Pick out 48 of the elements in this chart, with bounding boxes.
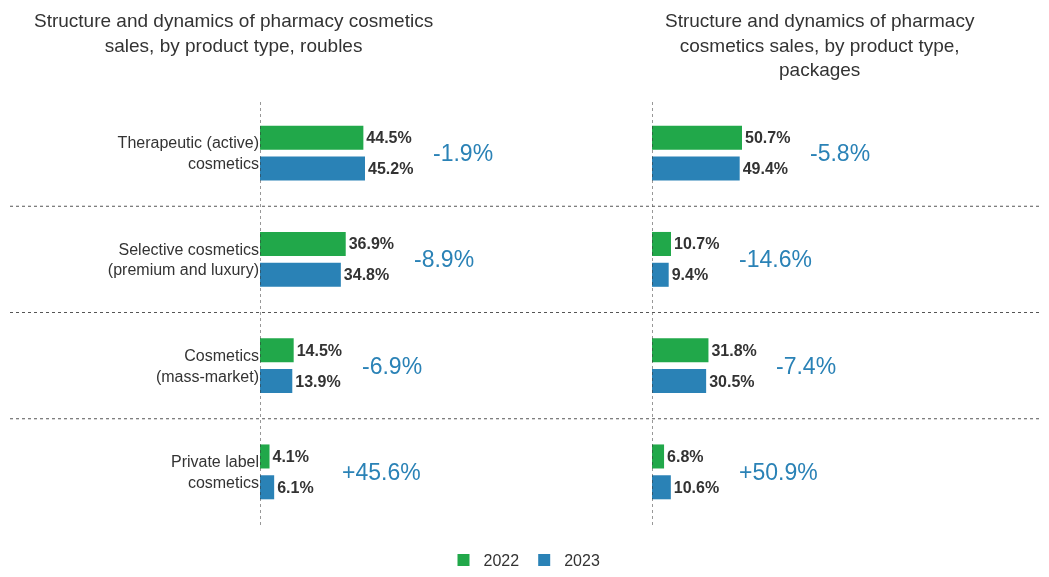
bar [260, 125, 364, 150]
bar [260, 369, 293, 394]
text: Structure and dynamics of pharmacy cosmetics sales, by product type, packages [665, 10, 975, 81]
legend-label: 2022 [483, 552, 520, 570]
data-label: 36.9% [348, 235, 395, 253]
data-label: 4.1% [272, 447, 309, 465]
data-label: 10.7% [673, 235, 720, 253]
bar [652, 125, 742, 150]
data-label: 13.9% [295, 372, 341, 390]
data-label: 6.1% [277, 478, 314, 496]
chart-title: Structure and dynamics of pharmacy cosmetics sales, by product type, roubles [34, 10, 434, 56]
bar [260, 156, 365, 181]
bar [652, 262, 669, 287]
data-label: 34.8% [343, 266, 390, 284]
text: -1.9% [433, 140, 494, 166]
y-tick-label: Therapeutic (active) cosmetics [117, 134, 259, 173]
bar [652, 475, 671, 500]
y-tick-label: Cosmetics (mass-market) [155, 346, 259, 385]
annotation: +45.6% [342, 459, 421, 485]
bar [260, 475, 275, 500]
data-label: 45.2% [368, 160, 414, 178]
y-tick-label: Private label cosmetics [170, 453, 259, 491]
data-label: 10.6% [673, 478, 720, 496]
bar [652, 338, 709, 363]
bar [652, 444, 665, 469]
data-label: 49.4% [742, 160, 789, 178]
annotation: -14.6% [739, 246, 812, 272]
data-label: 30.5% [709, 372, 755, 390]
data-label: 50.7% [745, 129, 791, 147]
bar [652, 369, 707, 394]
bar [652, 231, 671, 256]
bar [260, 231, 346, 256]
text: -5.8% [810, 140, 871, 166]
bar [260, 444, 270, 469]
text: -7.4% [776, 353, 837, 379]
data-label: 6.8% [667, 447, 704, 465]
data-label: 14.5% [296, 341, 343, 359]
bar [260, 262, 341, 287]
annotation: +50.9% [739, 459, 818, 485]
data-label: 31.8% [711, 341, 757, 359]
annotation: -6.9% [362, 353, 423, 379]
data-label: 44.5% [366, 129, 412, 147]
y-tick-label: Selective cosmetics (premium and luxury) [107, 240, 259, 279]
bar [652, 156, 740, 181]
bar [260, 338, 294, 363]
legend-label: 2023 [564, 552, 600, 570]
text: -8.9% [414, 246, 475, 272]
data-label: 9.4% [671, 266, 709, 284]
